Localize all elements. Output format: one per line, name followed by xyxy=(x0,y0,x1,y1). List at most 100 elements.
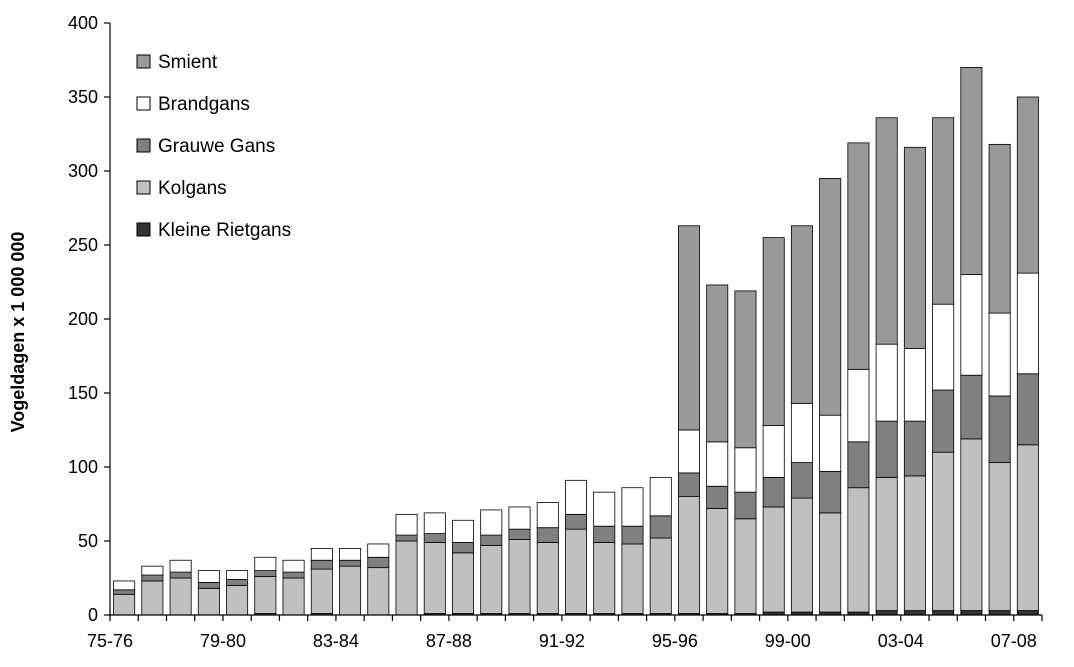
bar-segment-kolgans-96-97 xyxy=(706,508,729,614)
bar-segment-grauwe-gans-75-76 xyxy=(113,589,136,595)
bar-segment-grauwe-gans-02-03 xyxy=(875,420,898,478)
y-tick-label: 350 xyxy=(68,87,98,107)
x-tick-label: 87-88 xyxy=(426,631,472,651)
bar-segment-kolgans-76-77 xyxy=(141,580,164,616)
bar-segment-brandgans-05-06 xyxy=(960,274,983,376)
bar-segment-brandgans-95-96 xyxy=(677,429,700,474)
bar-segment-grauwe-gans-98-99 xyxy=(762,476,785,508)
y-tick-label: 250 xyxy=(68,235,98,255)
bar-segment-brandgans-84-85 xyxy=(367,543,390,558)
bar-segment-grauwe-gans-79-80 xyxy=(226,579,249,586)
bar-segment-grauwe-gans-96-97 xyxy=(706,485,729,509)
bar-segment-brandgans-79-80 xyxy=(226,570,249,580)
y-tick-label: 50 xyxy=(78,531,98,551)
y-tick-label: 300 xyxy=(68,161,98,181)
x-tick-label: 83-84 xyxy=(313,631,359,651)
bar-segment-kolgans-92-93 xyxy=(593,542,616,614)
bar-segment-kolgans-06-07 xyxy=(988,462,1011,611)
bar-segment-smient-99-00 xyxy=(790,225,813,404)
bar-segment-kolgans-80-81 xyxy=(254,576,277,614)
bar-segment-grauwe-gans-88-89 xyxy=(480,534,503,546)
bar-segment-brandgans-86-87 xyxy=(423,512,446,535)
legend-swatch-kolgans xyxy=(136,180,151,195)
bar-segment-grauwe-gans-01-02 xyxy=(847,441,870,489)
legend: Smient Brandgans Grauwe Gans Kolgans Kleine … xyxy=(136,52,291,241)
y-tick-label: 400 xyxy=(68,13,98,33)
bar-segment-kolgans-90-91 xyxy=(536,542,559,614)
bar-segment-grauwe-gans-89-90 xyxy=(508,528,531,540)
bar-segment-smient-03-04 xyxy=(903,146,926,350)
x-tick-label: 99-00 xyxy=(765,631,811,651)
x-tick-label: 95-96 xyxy=(652,631,698,651)
bar-segment-kleine-rietgans-04-05 xyxy=(932,610,955,616)
bar-segment-brandgans-06-07 xyxy=(988,312,1011,397)
bar-segment-smient-04-05 xyxy=(932,117,955,305)
y-axis-title: Vogeldagen x 1 000 000 xyxy=(8,232,28,433)
bar-segment-grauwe-gans-92-93 xyxy=(593,525,616,543)
bar-segment-grauwe-gans-80-81 xyxy=(254,570,277,577)
bar-segment-brandgans-93-94 xyxy=(621,487,644,527)
bar-segment-grauwe-gans-87-88 xyxy=(452,542,475,554)
legend-swatch-smient xyxy=(136,54,151,69)
bar-segment-brandgans-99-00 xyxy=(790,402,813,463)
legend-label-brandgans: Brandgans xyxy=(158,94,250,115)
bar-segment-grauwe-gans-94-95 xyxy=(649,515,672,539)
bar-segment-kolgans-81-82 xyxy=(282,577,305,616)
bar-segment-kleine-rietgans-07-08 xyxy=(1016,610,1039,616)
bar-segment-kolgans-85-86 xyxy=(395,540,418,616)
bar-segment-brandgans-75-76 xyxy=(113,580,136,591)
bar-segment-kolgans-94-95 xyxy=(649,537,672,614)
bar-segment-grauwe-gans-76-77 xyxy=(141,574,164,582)
bar-segment-kolgans-79-80 xyxy=(226,585,249,616)
bar-segment-kolgans-86-87 xyxy=(423,542,446,614)
bar-segment-kolgans-91-92 xyxy=(565,528,587,614)
bar-segment-grauwe-gans-86-87 xyxy=(423,533,446,543)
bar-segment-kleine-rietgans-06-07 xyxy=(988,610,1011,616)
bar-segment-kolgans-00-01 xyxy=(819,512,842,613)
bar-segment-kolgans-75-76 xyxy=(113,593,136,616)
bar-segment-kolgans-87-88 xyxy=(452,552,475,614)
bar-segment-brandgans-91-92 xyxy=(565,479,587,515)
bar-segment-brandgans-82-83 xyxy=(310,548,333,561)
legend-swatch-kleine-rietgans xyxy=(136,222,151,237)
bar-segment-grauwe-gans-04-05 xyxy=(932,389,955,453)
bar-segment-smient-00-01 xyxy=(819,177,842,416)
x-tick-label: 75-76 xyxy=(87,631,133,651)
bar-segment-brandgans-89-90 xyxy=(508,506,531,530)
bar-segment-grauwe-gans-06-07 xyxy=(988,395,1011,463)
bar-segment-smient-06-07 xyxy=(988,143,1011,314)
legend-swatch-grauwe-gans xyxy=(136,138,151,153)
bar-segment-grauwe-gans-03-04 xyxy=(903,420,926,477)
bar-segment-kolgans-78-79 xyxy=(197,587,220,616)
bar-segment-brandgans-03-04 xyxy=(903,348,926,422)
bar-segment-kolgans-05-06 xyxy=(960,438,983,611)
bar-segment-kolgans-77-78 xyxy=(169,577,192,616)
axes-layer: 0 50 100 150 200 250 300 350 400 75-76 79-80 83-84 8… xyxy=(68,13,1043,651)
legend-label-smient: Smient xyxy=(158,52,218,73)
bar-segment-brandgans-02-03 xyxy=(875,343,898,422)
bar-segment-kleine-rietgans-05-06 xyxy=(960,610,983,616)
bar-segment-kolgans-01-02 xyxy=(847,487,870,613)
bar-segment-kolgans-83-84 xyxy=(339,565,362,616)
legend-label-kolgans: Kolgans xyxy=(158,178,227,199)
bar-segment-kolgans-97-98 xyxy=(734,518,757,614)
bar-segment-brandgans-97-98 xyxy=(734,447,757,493)
bar-segment-brandgans-04-05 xyxy=(932,303,955,391)
bar-segment-smient-05-06 xyxy=(960,67,983,275)
bar-segment-grauwe-gans-99-00 xyxy=(790,462,813,499)
bar-segment-kleine-rietgans-02-03 xyxy=(875,610,898,616)
bar-segment-grauwe-gans-90-91 xyxy=(536,527,559,543)
bar-segment-brandgans-98-99 xyxy=(762,425,785,478)
x-tick-label: 91-92 xyxy=(539,631,585,651)
bar-segment-grauwe-gans-81-82 xyxy=(282,571,305,579)
bar-segment-kolgans-88-89 xyxy=(480,545,503,614)
bar-segment-brandgans-80-81 xyxy=(254,556,277,572)
bar-segment-smient-96-97 xyxy=(706,284,729,443)
legend-label-grauwe-gans: Grauwe Gans xyxy=(158,136,275,157)
bar-segment-smient-95-96 xyxy=(677,225,700,431)
bar-segment-grauwe-gans-77-78 xyxy=(169,571,192,579)
bar-segment-brandgans-90-91 xyxy=(536,502,559,529)
bar-segment-grauwe-gans-07-08 xyxy=(1016,373,1039,446)
y-tick-label: 100 xyxy=(68,457,98,477)
